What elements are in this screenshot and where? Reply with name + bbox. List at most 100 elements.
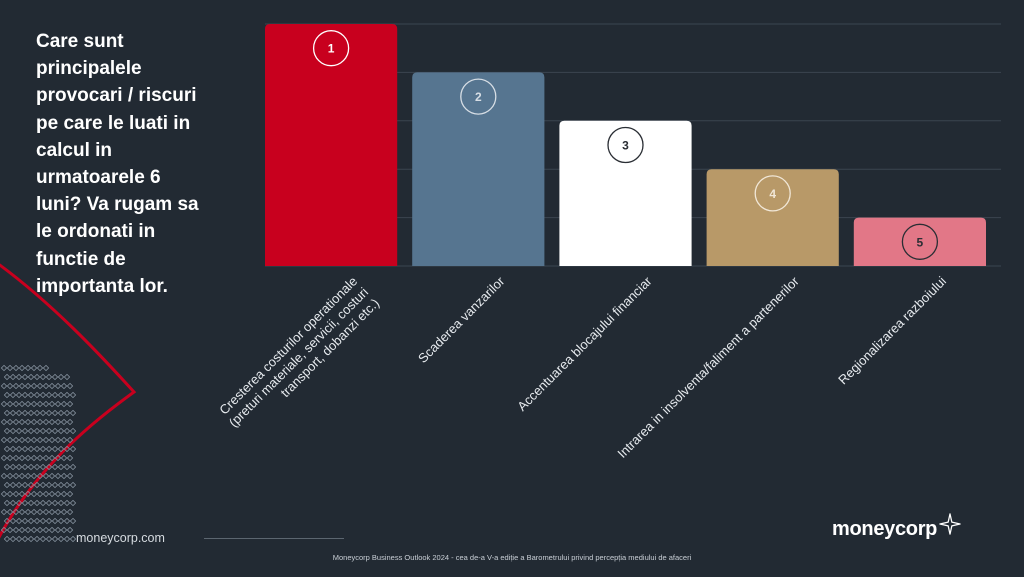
pattern-diamond <box>45 427 53 435</box>
pattern-diamond <box>9 445 17 453</box>
pattern-diamond <box>57 427 65 435</box>
question-text: Care sunt principalele provocari / riscu… <box>36 31 199 297</box>
pattern-diamond <box>27 481 35 489</box>
footer-divider <box>204 538 344 539</box>
brand-name: moneycorp <box>832 517 938 540</box>
pattern-diamond <box>6 490 14 498</box>
category-label-5: Regionalizarea razboiului <box>835 273 949 387</box>
pattern-diamond <box>9 499 17 507</box>
pattern-diamond <box>6 364 14 372</box>
pattern-diamond <box>39 535 47 543</box>
pattern-diamond <box>63 517 71 525</box>
pattern-diamond <box>42 508 50 516</box>
pattern-diamond <box>51 535 59 543</box>
pattern-diamond <box>51 463 59 471</box>
pattern-diamond <box>6 472 14 480</box>
rank-badge-4 <box>754 175 791 212</box>
pattern-diamond <box>60 490 68 498</box>
pattern-diamond <box>39 409 47 417</box>
pattern-diamond <box>63 391 71 399</box>
bar-3 <box>559 120 692 266</box>
pattern-diamond <box>30 508 38 516</box>
pattern-diamond <box>15 445 23 453</box>
pattern-diamond <box>54 382 62 390</box>
pattern-diamond <box>33 391 41 399</box>
pattern-diamond <box>42 472 50 480</box>
pattern-diamond <box>69 481 77 489</box>
pattern-diamond <box>45 445 53 453</box>
pattern-diamond <box>48 490 56 498</box>
pattern-diamond <box>66 382 74 390</box>
rank-label-1: 1 <box>328 42 335 56</box>
pattern-diamond <box>18 526 26 534</box>
pattern-diamond <box>36 400 44 408</box>
website-link[interactable]: moneycorp.com <box>76 531 165 545</box>
pattern-diamond <box>15 481 23 489</box>
pattern-diamond <box>6 454 14 462</box>
pattern-diamond <box>48 508 56 516</box>
pattern-diamond <box>36 418 44 426</box>
pattern-diamond <box>12 490 20 498</box>
pattern-diamond <box>0 508 8 516</box>
rank-badge-1 <box>312 30 350 67</box>
pattern-diamond <box>39 481 47 489</box>
pattern-diamond <box>48 400 56 408</box>
pattern-diamond <box>51 409 59 417</box>
pattern-diamond <box>18 418 26 426</box>
pattern-diamond <box>42 490 50 498</box>
pattern-diamond <box>36 472 44 480</box>
footer-caption: Moneycorp Business Outlook 2024 - cea de… <box>332 553 692 562</box>
pattern-diamond <box>30 400 38 408</box>
pattern-diamond <box>0 418 8 426</box>
pattern-diamond <box>30 490 38 498</box>
pattern-diamond <box>69 499 77 507</box>
pattern-diamond <box>42 436 50 444</box>
pattern-diamond <box>33 535 41 543</box>
pattern-diamond <box>54 436 62 444</box>
pattern-diamond <box>6 418 14 426</box>
pattern-diamond <box>66 454 74 462</box>
pattern-diamond <box>21 499 29 507</box>
pattern-diamond <box>24 508 32 516</box>
pattern-diamond <box>66 418 74 426</box>
pattern-diamond <box>3 373 11 381</box>
pattern-diamond <box>3 481 11 489</box>
pattern-diamond <box>6 400 14 408</box>
pattern-diamond <box>66 526 74 534</box>
pattern-diamond <box>54 490 62 498</box>
pattern-diamond <box>9 481 17 489</box>
category-label-1: Cresterea costurilor operationale(pretur… <box>215 273 382 440</box>
pattern-diamond <box>24 526 32 534</box>
pattern-diamond <box>39 391 47 399</box>
pattern-diamond <box>63 427 71 435</box>
bar-2 <box>412 72 545 267</box>
rank-label-2: 2 <box>475 90 482 104</box>
pattern-diamond <box>36 382 44 390</box>
pattern-diamond <box>27 373 35 381</box>
pattern-diamond <box>63 481 71 489</box>
pattern-diamond <box>27 391 35 399</box>
pattern-diamond <box>12 526 20 534</box>
pattern-diamond <box>27 499 35 507</box>
pattern-diamond <box>21 373 29 381</box>
pattern-diamond <box>48 454 56 462</box>
pattern-diamond <box>3 445 11 453</box>
pattern-diamond <box>9 463 17 471</box>
pattern-diamond <box>51 427 59 435</box>
pattern-diamond <box>60 472 68 480</box>
pattern-diamond <box>21 391 29 399</box>
pattern-diamond <box>30 526 38 534</box>
pattern-diamond <box>33 481 41 489</box>
pattern-diamond <box>54 454 62 462</box>
pattern-diamond <box>15 463 23 471</box>
pattern-diamond <box>48 472 56 480</box>
pattern-diamond <box>57 445 65 453</box>
pattern-diamond <box>9 535 17 543</box>
pattern-diamond <box>69 445 77 453</box>
rank-label-5: 5 <box>917 235 924 249</box>
pattern-diamond <box>9 409 17 417</box>
pattern-diamond <box>0 364 8 372</box>
pattern-diamond <box>69 427 77 435</box>
pattern-diamond <box>60 382 68 390</box>
pattern-diamond <box>48 418 56 426</box>
